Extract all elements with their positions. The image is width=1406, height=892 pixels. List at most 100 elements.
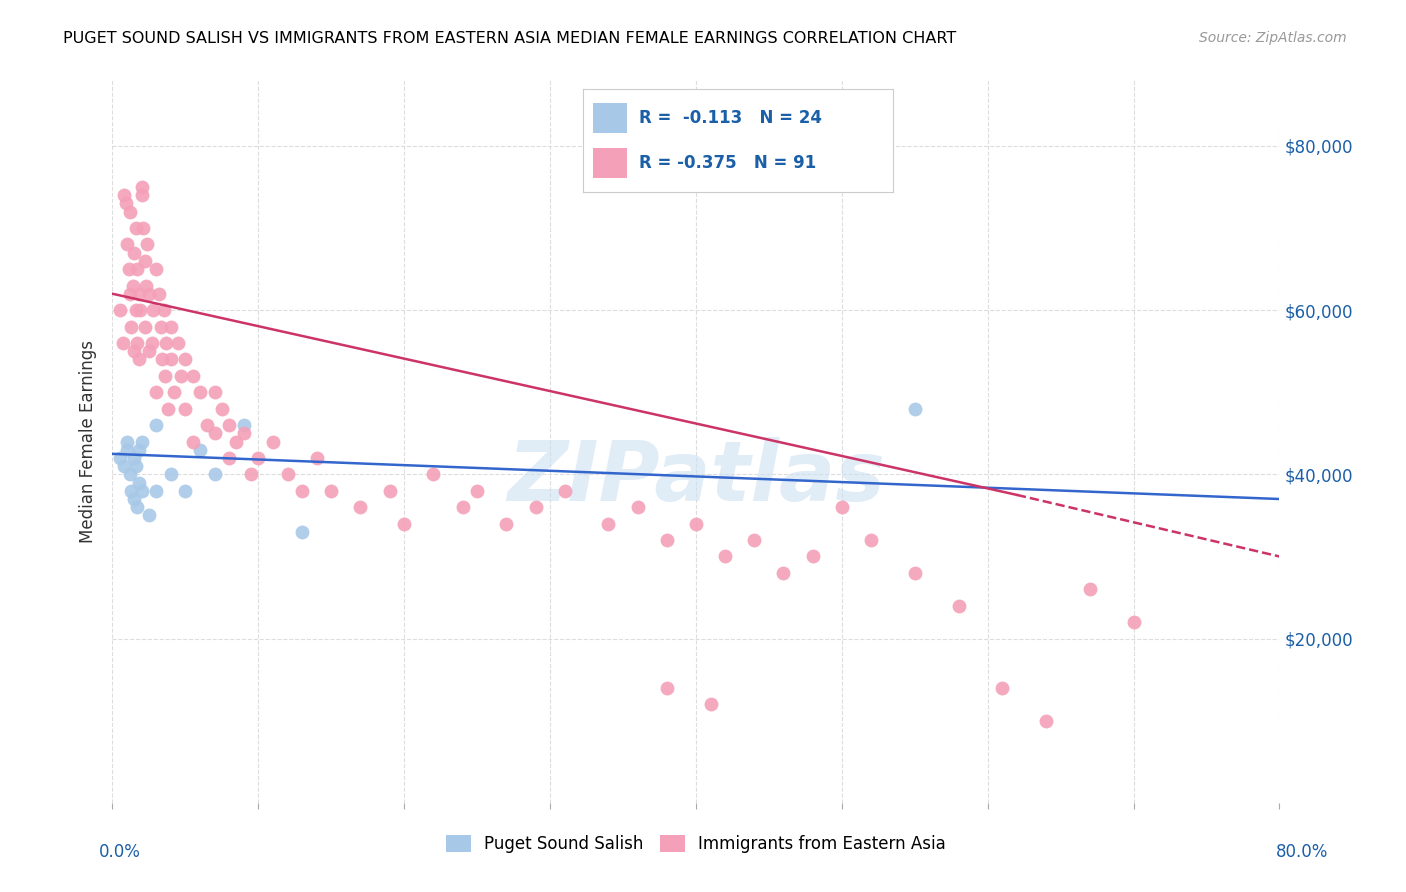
- Point: [1122, 615, 1144, 630]
- Point: [181, 368, 204, 383]
- Point: [118, 467, 141, 482]
- Point: [276, 467, 298, 482]
- Point: [131, 180, 153, 194]
- Point: [181, 434, 204, 449]
- Point: [291, 483, 314, 498]
- Point: [904, 401, 927, 416]
- Point: [860, 533, 883, 547]
- Point: [1035, 714, 1057, 728]
- Point: [122, 278, 145, 293]
- Point: [204, 385, 226, 400]
- Point: [128, 475, 150, 490]
- Point: [465, 483, 488, 498]
- Point: [108, 450, 131, 465]
- Point: [554, 483, 576, 498]
- Text: R = -0.375   N = 91: R = -0.375 N = 91: [640, 154, 817, 172]
- Point: [495, 516, 517, 531]
- Point: [394, 516, 416, 531]
- Point: [115, 434, 138, 449]
- Point: [160, 319, 183, 334]
- Point: [117, 262, 139, 277]
- Point: [378, 483, 401, 498]
- Point: [627, 500, 650, 515]
- Point: [125, 221, 148, 235]
- Point: [112, 188, 135, 202]
- Point: [112, 459, 135, 474]
- Point: [145, 483, 167, 498]
- Point: [174, 352, 197, 367]
- Point: [145, 262, 167, 277]
- Point: [124, 344, 146, 359]
- Point: [451, 500, 474, 515]
- Point: [262, 434, 284, 449]
- Point: [138, 344, 160, 359]
- Point: [153, 368, 176, 383]
- Point: [138, 286, 160, 301]
- Point: [204, 426, 226, 441]
- Point: [142, 303, 165, 318]
- Point: [204, 467, 226, 482]
- Point: [127, 262, 149, 277]
- Point: [141, 336, 163, 351]
- Point: [127, 500, 149, 515]
- Point: [145, 418, 167, 433]
- Point: [188, 385, 211, 400]
- Point: [174, 401, 197, 416]
- Point: [247, 450, 270, 465]
- FancyBboxPatch shape: [593, 103, 627, 133]
- Point: [127, 336, 149, 351]
- Point: [349, 500, 371, 515]
- Point: [134, 253, 156, 268]
- Point: [218, 450, 240, 465]
- Point: [149, 319, 172, 334]
- Point: [125, 459, 148, 474]
- Point: [118, 286, 141, 301]
- Point: [124, 450, 146, 465]
- Point: [135, 278, 157, 293]
- Point: [108, 303, 131, 318]
- Point: [120, 319, 142, 334]
- Point: [156, 401, 179, 416]
- Point: [131, 188, 153, 202]
- Text: PUGET SOUND SALISH VS IMMIGRANTS FROM EASTERN ASIA MEDIAN FEMALE EARNINGS CORREL: PUGET SOUND SALISH VS IMMIGRANTS FROM EA…: [63, 31, 956, 46]
- Text: Source: ZipAtlas.com: Source: ZipAtlas.com: [1199, 31, 1347, 45]
- Point: [232, 418, 254, 433]
- Point: [174, 483, 197, 498]
- Point: [321, 483, 343, 498]
- Point: [129, 303, 152, 318]
- Point: [120, 483, 142, 498]
- Point: [167, 336, 190, 351]
- Text: 0.0%: 0.0%: [98, 843, 141, 861]
- Point: [305, 450, 328, 465]
- Point: [240, 467, 263, 482]
- Text: 80.0%: 80.0%: [1277, 843, 1329, 861]
- Point: [904, 566, 927, 580]
- Point: [211, 401, 233, 416]
- Point: [118, 204, 141, 219]
- Point: [138, 508, 160, 523]
- Y-axis label: Median Female Earnings: Median Female Earnings: [79, 340, 97, 543]
- Point: [128, 352, 150, 367]
- Point: [195, 418, 218, 433]
- Point: [772, 566, 794, 580]
- Point: [1078, 582, 1101, 597]
- Point: [170, 368, 193, 383]
- Point: [160, 352, 183, 367]
- Point: [291, 524, 314, 539]
- Point: [136, 237, 159, 252]
- Point: [155, 336, 177, 351]
- Point: [655, 533, 678, 547]
- Point: [115, 442, 138, 457]
- Point: [125, 303, 148, 318]
- Point: [948, 599, 970, 613]
- Point: [124, 491, 146, 506]
- Point: [655, 681, 678, 695]
- Point: [134, 319, 156, 334]
- Point: [232, 426, 254, 441]
- Text: ZIPatlas: ZIPatlas: [508, 437, 884, 518]
- Point: [685, 516, 707, 531]
- Point: [124, 245, 146, 260]
- Point: [163, 385, 186, 400]
- Point: [115, 237, 138, 252]
- Point: [598, 516, 620, 531]
